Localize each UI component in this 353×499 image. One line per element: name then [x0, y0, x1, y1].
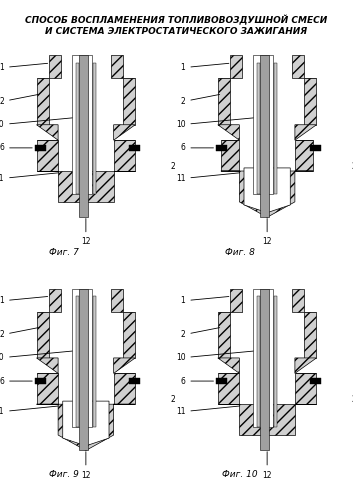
Polygon shape	[114, 358, 135, 373]
Bar	[230, 288, 243, 312]
Text: 2: 2	[171, 395, 175, 404]
Text: 6: 6	[0, 143, 32, 152]
Polygon shape	[295, 125, 317, 140]
Polygon shape	[36, 358, 58, 373]
Text: 11: 11	[0, 406, 59, 416]
Bar	[49, 288, 61, 312]
Bar	[79, 288, 88, 451]
Text: 6: 6	[0, 377, 32, 386]
Bar	[295, 140, 313, 171]
Bar	[292, 288, 304, 312]
Text: 2: 2	[352, 395, 353, 404]
Polygon shape	[244, 168, 290, 213]
Bar	[292, 55, 304, 78]
Bar	[260, 55, 269, 217]
Text: 2: 2	[171, 162, 175, 171]
Bar	[253, 288, 273, 427]
Bar	[216, 378, 227, 384]
Text: 10: 10	[176, 350, 260, 362]
Polygon shape	[218, 125, 239, 140]
Bar	[114, 140, 135, 171]
Bar	[110, 55, 123, 78]
Bar	[72, 288, 92, 427]
Bar	[79, 55, 88, 217]
Text: 1: 1	[181, 296, 229, 305]
Bar	[274, 296, 277, 427]
Text: 2: 2	[0, 328, 38, 339]
Bar	[310, 378, 321, 384]
Bar	[218, 312, 230, 358]
Text: И СИСТЕМА ЭЛЕКТРОСТАТИЧЕСКОГО ЗАЖИГАНИЯ: И СИСТЕМА ЭЛЕКТРОСТАТИЧЕСКОГО ЗАЖИГАНИЯ	[46, 27, 307, 36]
Bar	[93, 63, 96, 194]
Text: 11: 11	[176, 173, 240, 183]
Polygon shape	[36, 404, 135, 451]
Bar	[310, 145, 321, 151]
Bar	[304, 78, 317, 125]
Text: Фиг. 10: Фиг. 10	[222, 470, 258, 479]
Text: 11: 11	[176, 406, 240, 416]
Text: Фиг. 9: Фиг. 9	[49, 470, 78, 479]
Bar	[218, 373, 239, 404]
Text: 12: 12	[262, 452, 272, 480]
Bar	[260, 288, 269, 451]
Polygon shape	[218, 404, 317, 435]
Bar	[35, 145, 46, 151]
Bar	[218, 78, 230, 125]
Text: 10: 10	[0, 117, 78, 129]
Bar	[257, 63, 260, 194]
Text: 12: 12	[262, 219, 272, 247]
Polygon shape	[114, 125, 135, 140]
Bar	[36, 312, 49, 358]
Text: 1: 1	[0, 296, 48, 305]
Text: Фиг. 7: Фиг. 7	[49, 248, 78, 257]
Bar	[295, 373, 317, 404]
Bar	[274, 63, 277, 194]
Text: Фиг. 8: Фиг. 8	[225, 248, 255, 257]
Bar	[221, 140, 239, 171]
Text: 2: 2	[0, 94, 38, 106]
Text: СПОСОБ ВОСПЛАМЕНЕНИЯ ТОПЛИВОВОЗДУШНОЙ СМЕСИ: СПОСОБ ВОСПЛАМЕНЕНИЯ ТОПЛИВОВОЗДУШНОЙ СМ…	[25, 15, 328, 25]
Bar	[49, 55, 61, 78]
Bar	[123, 312, 135, 358]
Text: 2: 2	[181, 328, 220, 339]
Bar	[72, 55, 92, 194]
Bar	[35, 378, 46, 384]
Text: 10: 10	[0, 350, 78, 362]
Bar	[129, 145, 140, 151]
Text: 6: 6	[180, 143, 214, 152]
Bar	[216, 145, 227, 151]
Bar	[304, 312, 317, 358]
Bar	[129, 378, 140, 384]
Polygon shape	[36, 171, 135, 202]
Text: 2: 2	[181, 94, 220, 106]
Bar	[36, 373, 58, 404]
Polygon shape	[221, 171, 313, 217]
Text: 11: 11	[0, 173, 59, 183]
Bar	[114, 373, 135, 404]
Bar	[76, 296, 79, 427]
Bar	[76, 63, 79, 194]
Bar	[36, 78, 49, 125]
Bar	[257, 296, 260, 427]
Bar	[36, 140, 58, 171]
Polygon shape	[218, 358, 239, 373]
Text: 12: 12	[81, 452, 91, 480]
Bar	[110, 288, 123, 312]
Bar	[230, 55, 243, 78]
Polygon shape	[36, 125, 58, 140]
Bar	[123, 78, 135, 125]
Text: 1: 1	[0, 63, 48, 72]
Bar	[253, 55, 273, 194]
Polygon shape	[295, 358, 317, 373]
Text: 1: 1	[181, 63, 229, 72]
Text: 12: 12	[81, 219, 91, 247]
Text: 2: 2	[352, 162, 353, 171]
Text: 6: 6	[180, 377, 214, 386]
Bar	[93, 296, 96, 427]
Text: 10: 10	[176, 117, 260, 129]
Polygon shape	[63, 401, 109, 446]
